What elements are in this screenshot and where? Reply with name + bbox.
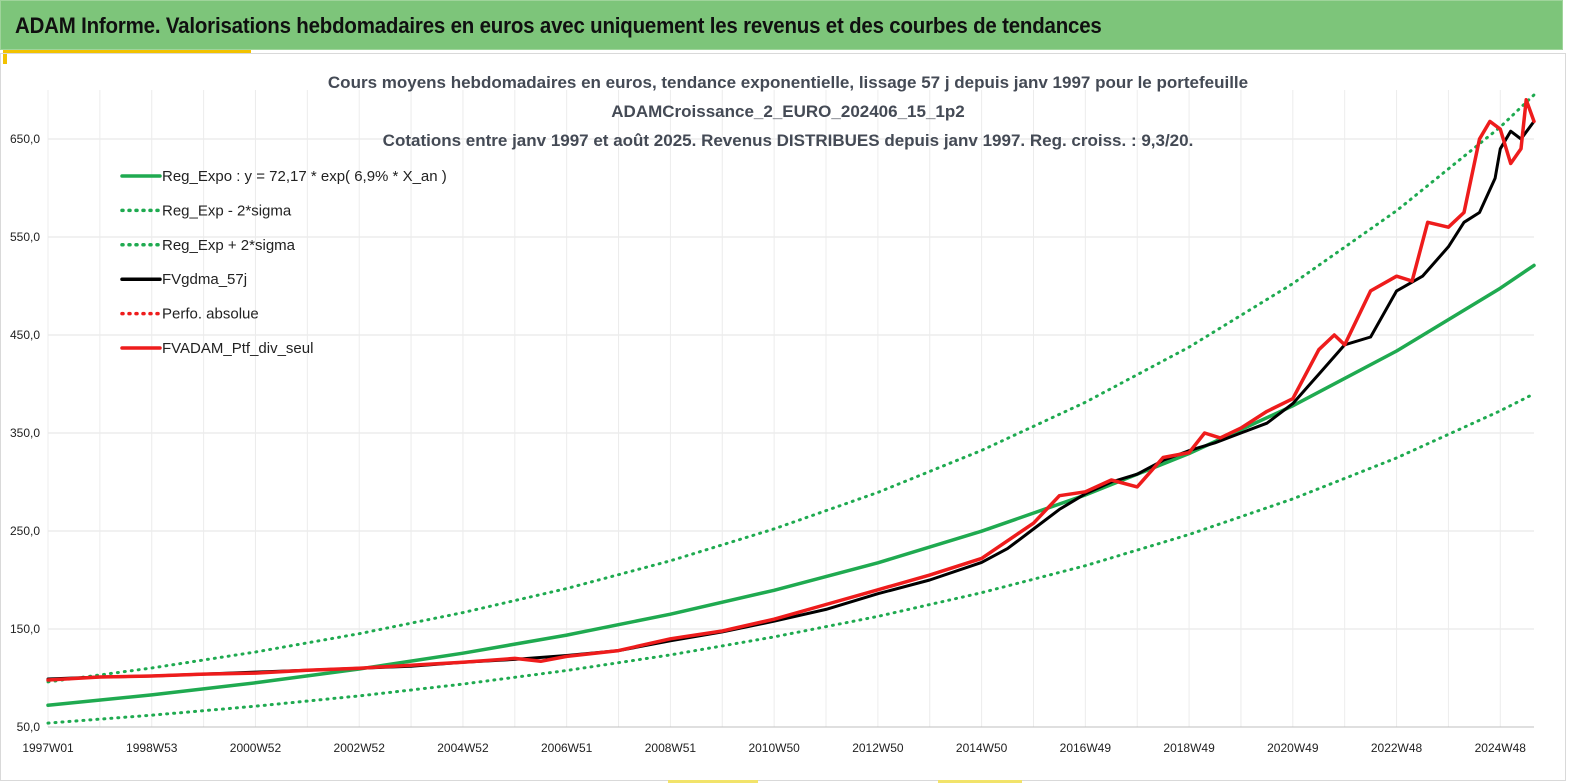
- x-tick-label: 2004W52: [437, 741, 489, 755]
- chart-title-line-1: Cours moyens hebdomadaires en euros, ten…: [328, 73, 1248, 92]
- x-tick-label: 2022W48: [1371, 741, 1423, 755]
- series-line-reg-exp-2-sigma: [46, 93, 1536, 684]
- y-tick-label: 50,0: [17, 720, 41, 734]
- accent-mark: [3, 50, 7, 64]
- chart-title-line-3: Cotations entre janv 1997 et août 2025. …: [383, 131, 1194, 150]
- gridlines: [47, 90, 1534, 728]
- title-banner: ADAM Informe. Valorisations hebdomadaire…: [0, 0, 1563, 50]
- chart-title-line-2: ADAMCroissance_2_EURO_202406_15_1p2: [611, 102, 964, 121]
- x-tick-label: 2000W52: [230, 741, 282, 755]
- y-tick-label: 150,0: [10, 622, 40, 636]
- x-tick-label: 2020W49: [1267, 741, 1319, 755]
- legend-label: Reg_Expo : y = 72,17 * exp( 6,9% * X_an …: [162, 168, 447, 185]
- legend-label: Reg_Exp + 2*sigma: [162, 237, 296, 254]
- x-tick-label: 1997W01: [22, 741, 74, 755]
- series-line-fvadam-ptf-div-seul: [46, 98, 1536, 682]
- y-tick-label: 450,0: [10, 328, 40, 342]
- x-axis-ticks: 1997W01 1998W53 2000W52 2002W52 2004W52 2006W…: [22, 741, 1526, 755]
- series-lines: [46, 93, 1536, 725]
- accent-line: [3, 50, 251, 53]
- x-tick-label: 2014W50: [956, 741, 1008, 755]
- series-line-reg-expo-y-72-17-exp-6-9-x-an: [46, 263, 1536, 707]
- x-tick-label: 2008W51: [645, 741, 697, 755]
- chart-frame: [0, 53, 1566, 781]
- y-tick-label: 650,0: [10, 132, 40, 146]
- series-line-reg-exp-2-sigma: [46, 392, 1536, 725]
- x-tick-label: 2002W52: [334, 741, 386, 755]
- x-tick-label: 1998W53: [126, 741, 178, 755]
- legend-label: Perfo. absolue: [162, 306, 259, 323]
- y-tick-label: 350,0: [10, 426, 40, 440]
- legend-label: Reg_Exp - 2*sigma: [162, 202, 292, 219]
- legend: Reg_Expo : y = 72,17 * exp( 6,9% * X_an …: [120, 168, 447, 357]
- x-tick-label: 2016W49: [1060, 741, 1112, 755]
- x-tick-label: 2006W51: [541, 741, 593, 755]
- x-tick-label: 2012W50: [852, 741, 904, 755]
- x-tick-label: 2018W49: [1163, 741, 1215, 755]
- banner-title: ADAM Informe. Valorisations hebdomadaire…: [15, 13, 1102, 38]
- y-tick-label: 550,0: [10, 230, 40, 244]
- legend-label: FVgdma_57j: [162, 271, 247, 288]
- bottom-accent-2: [938, 780, 1022, 783]
- x-tick-label: 2024W48: [1475, 741, 1527, 755]
- x-tick-label: 2010W50: [748, 741, 800, 755]
- chart-title: Cours moyens hebdomadaires en euros, ten…: [328, 73, 1248, 150]
- legend-label: FVADAM_Ptf_div_seul: [162, 340, 313, 357]
- y-axis-ticks: 50,0 150,0 250,0 350,0 450,0 550,0 650,0: [10, 132, 40, 734]
- y-tick-label: 250,0: [10, 524, 40, 538]
- bottom-accent-1: [668, 780, 758, 783]
